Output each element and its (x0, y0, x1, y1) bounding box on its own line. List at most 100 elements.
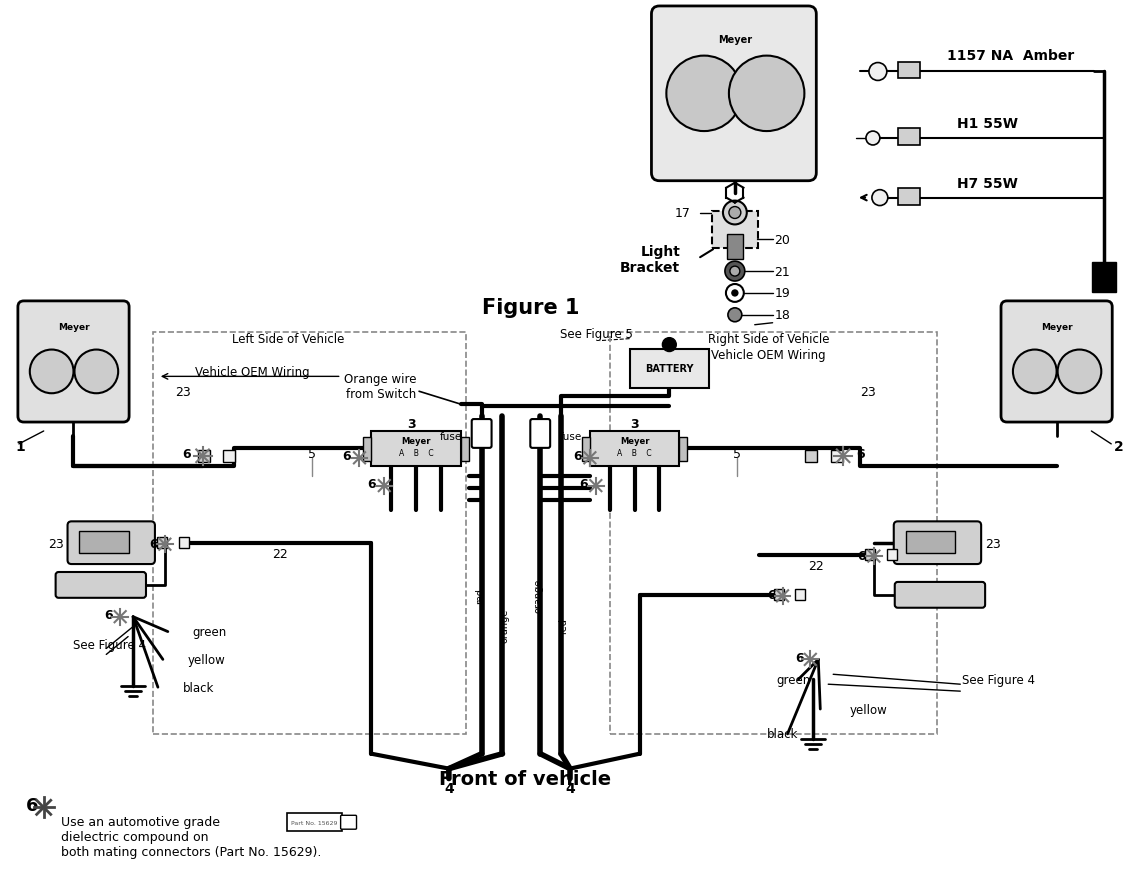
Text: 6: 6 (856, 448, 865, 461)
Bar (590, 432, 679, 466)
Text: 6: 6 (367, 478, 376, 490)
Text: 6: 6 (149, 537, 158, 550)
Text: Figure 1: Figure 1 (482, 297, 579, 317)
Text: 4: 4 (565, 781, 575, 795)
Bar (898, 129, 920, 146)
Text: 6: 6 (104, 608, 114, 621)
Text: fuse: fuse (560, 431, 583, 441)
Bar (610, 332, 937, 734)
Circle shape (872, 190, 888, 206)
Text: Part No. 15629: Part No. 15629 (290, 819, 337, 825)
FancyBboxPatch shape (341, 815, 357, 829)
Bar (79, 532, 130, 554)
FancyBboxPatch shape (18, 302, 130, 422)
Text: 17: 17 (674, 207, 690, 220)
Text: 3: 3 (630, 417, 639, 430)
Bar (887, 549, 897, 561)
Text: BATTERY: BATTERY (645, 364, 694, 374)
Bar (364, 437, 372, 461)
Text: orange: orange (533, 578, 544, 613)
Text: Meyer: Meyer (401, 437, 431, 446)
FancyBboxPatch shape (530, 420, 551, 448)
Bar (898, 189, 920, 205)
Bar (805, 450, 818, 462)
Text: Vehicle OEM Wiring: Vehicle OEM Wiring (195, 366, 310, 379)
Text: Meyer: Meyer (57, 323, 89, 332)
FancyBboxPatch shape (712, 211, 758, 249)
Text: 23: 23 (985, 537, 1001, 550)
Text: black: black (767, 727, 798, 740)
Text: 21: 21 (774, 265, 790, 278)
Text: green: green (193, 626, 227, 639)
FancyBboxPatch shape (895, 582, 985, 608)
Text: 6: 6 (579, 478, 588, 490)
Text: 6: 6 (182, 448, 190, 461)
Text: Vehicle OEM Wiring: Vehicle OEM Wiring (711, 348, 826, 362)
Text: 6: 6 (767, 588, 775, 601)
Circle shape (728, 208, 741, 219)
FancyBboxPatch shape (1001, 302, 1113, 422)
FancyBboxPatch shape (651, 7, 817, 182)
Circle shape (726, 285, 743, 302)
Text: 6: 6 (342, 450, 351, 463)
Text: 23: 23 (174, 385, 190, 398)
Text: Orange wire
from Switch: Orange wire from Switch (344, 373, 416, 401)
Text: 1: 1 (16, 440, 25, 454)
Text: See Figure 5: See Figure 5 (560, 328, 633, 341)
Text: H1 55W: H1 55W (958, 117, 1019, 131)
Text: See Figure 4: See Figure 4 (962, 673, 1036, 686)
Text: A    B    C: A B C (617, 448, 651, 458)
Bar (679, 437, 687, 461)
Text: 5: 5 (307, 448, 315, 461)
Bar (197, 450, 210, 462)
Text: 4: 4 (444, 781, 454, 795)
Text: Meyer: Meyer (718, 35, 752, 44)
Bar (865, 549, 875, 561)
FancyBboxPatch shape (68, 521, 155, 564)
Text: Front of vehicle: Front of vehicle (439, 769, 611, 788)
Bar (630, 349, 709, 388)
Circle shape (662, 338, 677, 352)
Circle shape (866, 132, 880, 146)
Circle shape (666, 56, 742, 132)
Text: Use an automotive grade
dielectric compound on
both mating connectors (Part No. : Use an automotive grade dielectric compo… (61, 815, 321, 859)
Text: Right Side of Vehicle: Right Side of Vehicle (708, 333, 829, 346)
FancyBboxPatch shape (471, 420, 492, 448)
Text: Meyer: Meyer (619, 437, 649, 446)
Bar (773, 589, 783, 600)
Text: Light
Bracket: Light Bracket (621, 245, 680, 275)
Text: H7 55W: H7 55W (958, 176, 1019, 190)
Bar (796, 589, 805, 600)
Text: yellow: yellow (188, 653, 226, 667)
Bar (157, 538, 166, 548)
Text: 19: 19 (774, 287, 790, 300)
Bar (898, 63, 920, 79)
Text: red: red (559, 617, 568, 633)
Text: See Figure 4: See Figure 4 (73, 638, 147, 651)
Bar (906, 532, 955, 554)
Text: fuse: fuse (439, 431, 462, 441)
Circle shape (732, 290, 738, 296)
Text: 6: 6 (795, 651, 803, 664)
Bar (287, 813, 342, 832)
FancyBboxPatch shape (894, 521, 981, 564)
Text: 23: 23 (860, 385, 876, 398)
Bar (582, 437, 590, 461)
Text: 5: 5 (733, 448, 741, 461)
Circle shape (723, 202, 747, 225)
Circle shape (30, 350, 73, 394)
Text: 1157 NA  Amber: 1157 NA Amber (947, 49, 1075, 63)
Bar (153, 332, 466, 734)
Bar (1092, 262, 1116, 293)
Text: 2: 2 (1114, 440, 1124, 454)
Circle shape (869, 63, 887, 82)
Circle shape (729, 267, 740, 276)
Text: black: black (182, 681, 214, 693)
Text: 23: 23 (48, 537, 63, 550)
Text: Meyer: Meyer (1040, 323, 1072, 332)
Text: yellow: yellow (850, 703, 888, 716)
Text: 3: 3 (407, 417, 415, 430)
Circle shape (1058, 350, 1101, 394)
Text: 6: 6 (26, 797, 38, 814)
Bar (179, 538, 189, 548)
